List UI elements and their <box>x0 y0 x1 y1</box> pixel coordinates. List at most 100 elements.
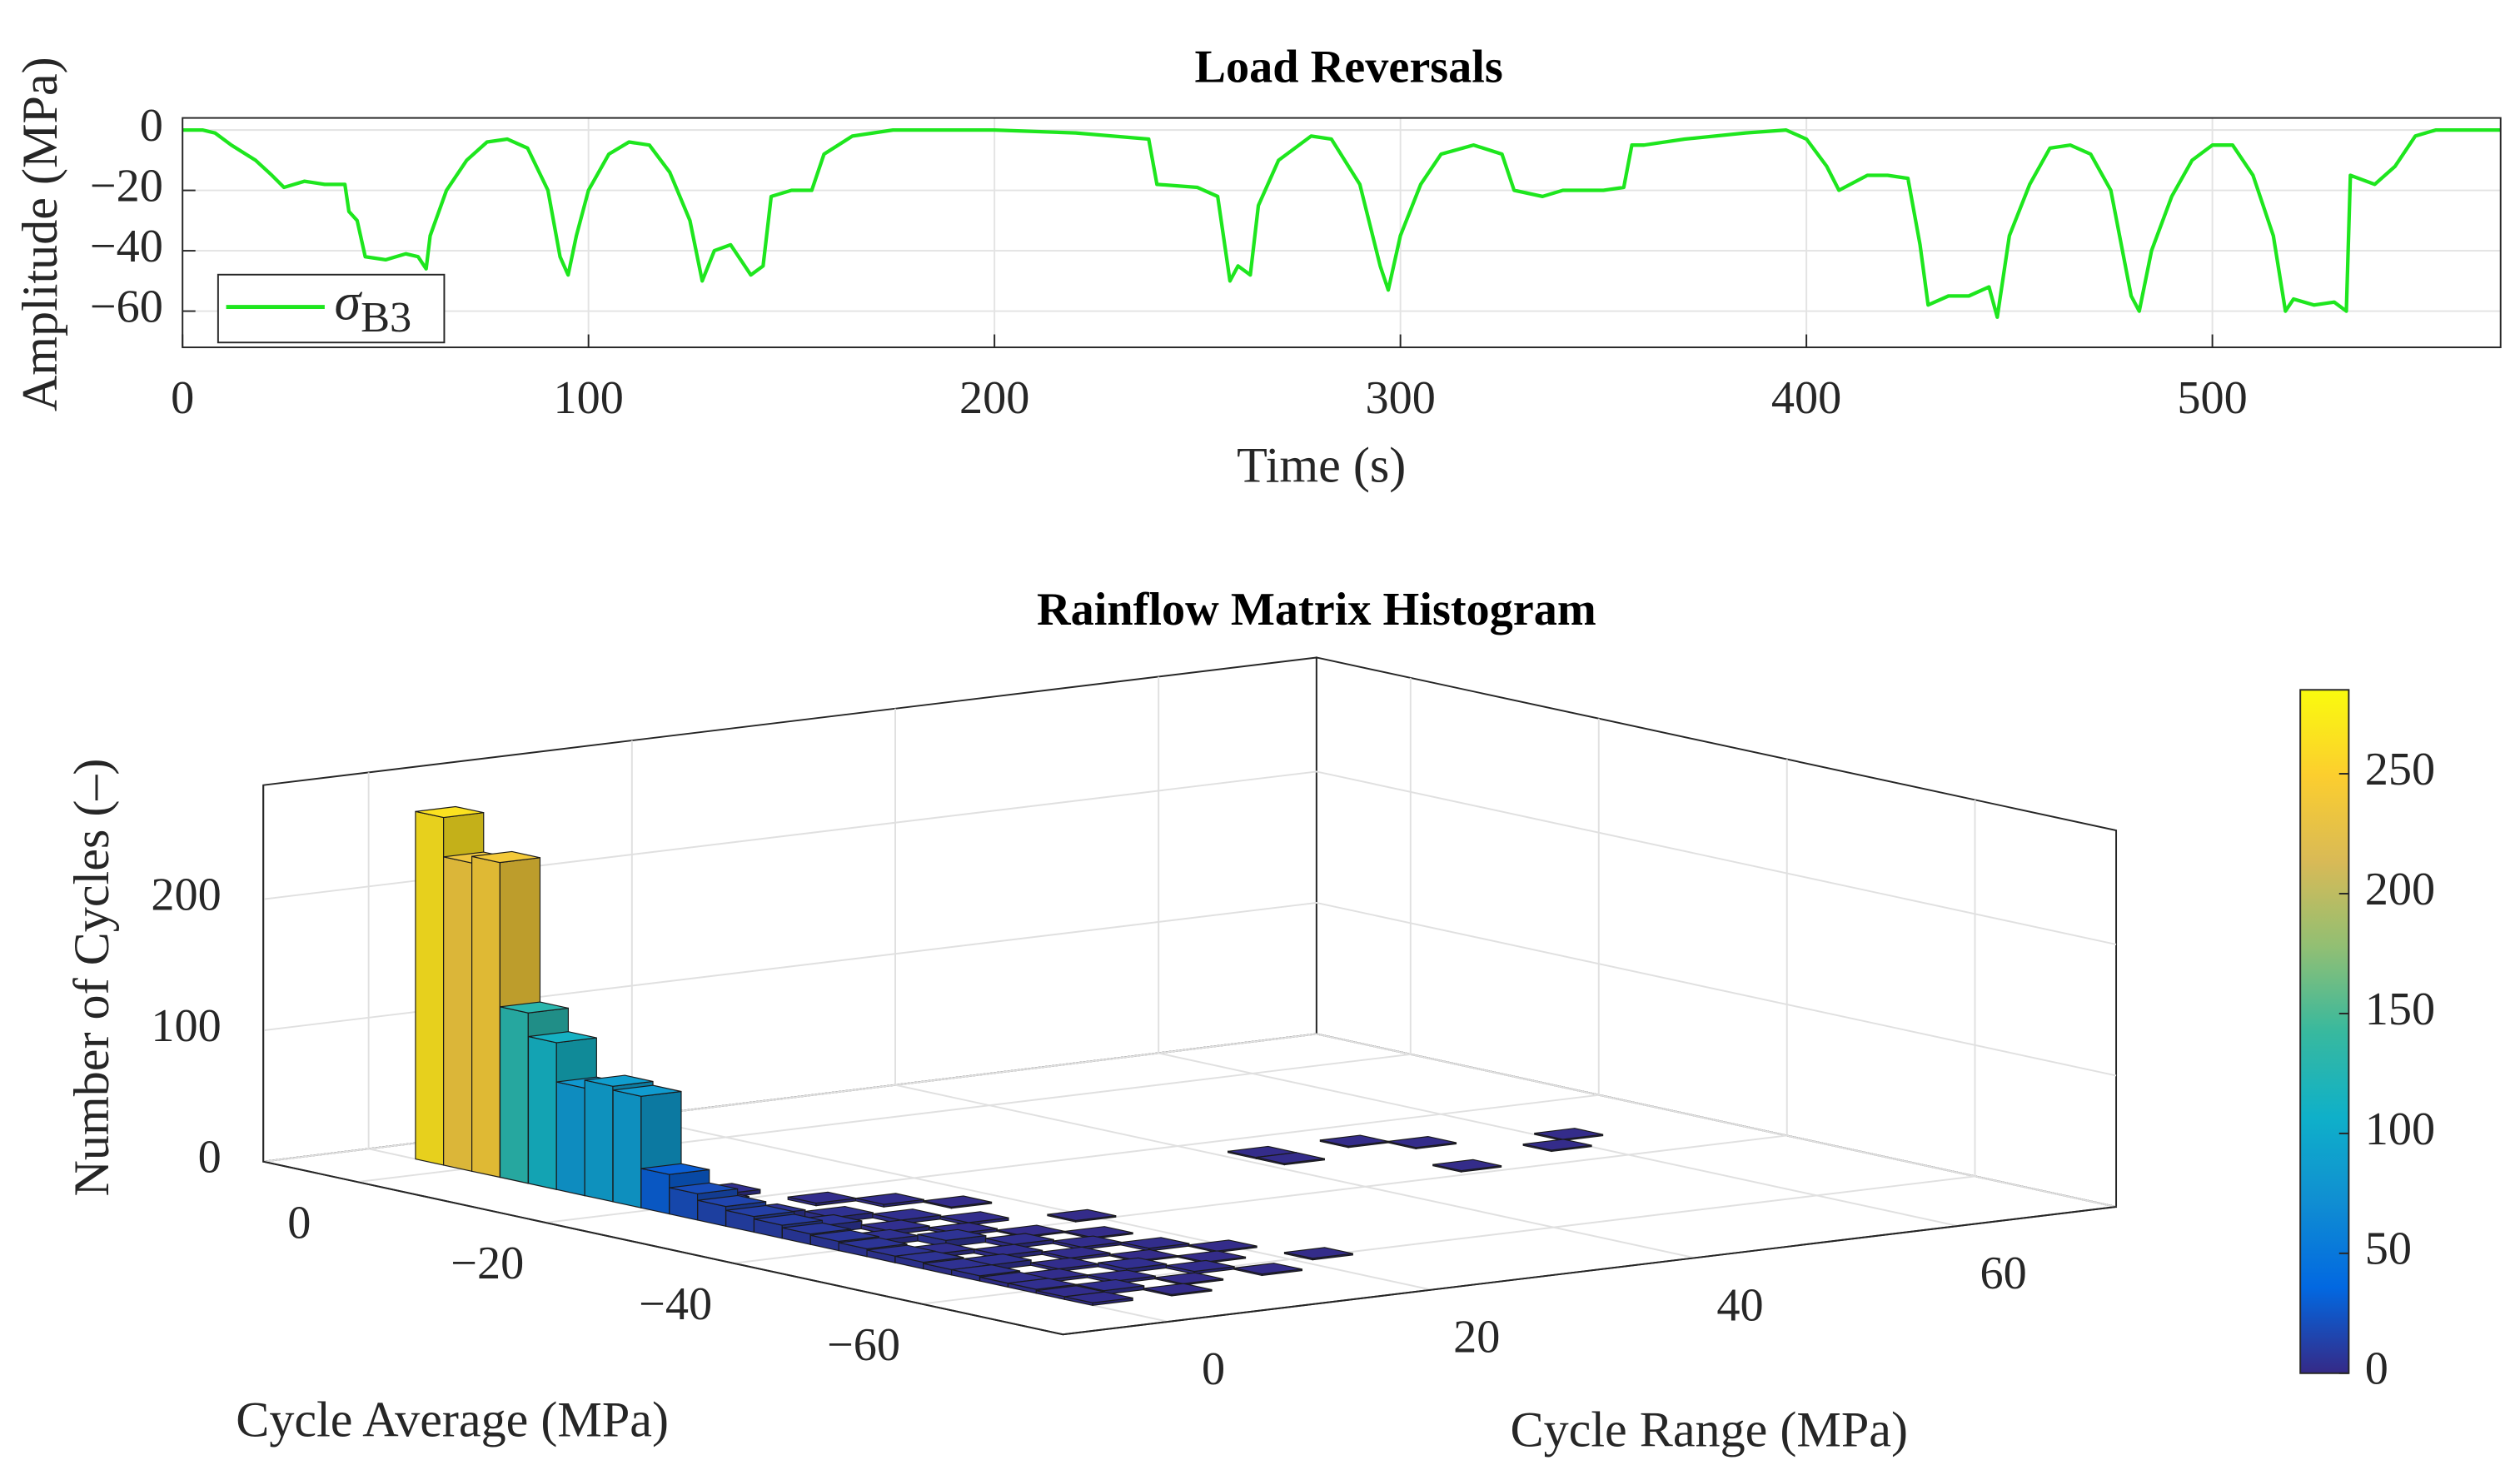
axes-frame <box>182 117 2502 349</box>
bar-face <box>1047 1208 1116 1222</box>
bar-face <box>855 1193 924 1205</box>
bar-face <box>1523 1139 1592 1151</box>
grid-line <box>263 770 2117 945</box>
y-tick-label: −20 <box>451 1238 524 1289</box>
bar <box>1165 1259 1235 1275</box>
x-tick-label: 40 <box>1716 1279 1763 1331</box>
bar <box>1063 1291 1133 1307</box>
bar <box>1522 1139 1592 1153</box>
bar-face <box>1064 1291 1133 1303</box>
bar-face <box>872 1208 941 1221</box>
colorbar-tick-label: 150 <box>2365 984 2435 1035</box>
bar <box>939 1211 1009 1226</box>
bar-face <box>415 810 445 1166</box>
colorbar-tick-label: 250 <box>2365 744 2435 795</box>
data-line <box>182 128 2501 319</box>
y-tick-label: −60 <box>827 1319 900 1371</box>
bar-face <box>585 1074 654 1087</box>
bar-face <box>1075 1278 1144 1292</box>
colorbar <box>2299 689 2350 1374</box>
bar <box>1283 1247 1353 1261</box>
x-tick-label: 100 <box>553 372 623 424</box>
bar-face <box>940 1211 1009 1223</box>
bar <box>854 1193 924 1208</box>
colorbar-tick-label: 100 <box>2365 1104 2435 1155</box>
bar-face <box>1042 1246 1111 1259</box>
x-tick-label: 500 <box>2177 372 2247 424</box>
bar <box>1029 1257 1099 1273</box>
x-tick-label: 60 <box>1980 1248 2027 1299</box>
bar <box>1233 1263 1303 1277</box>
z-tick-label: 200 <box>151 870 221 921</box>
x-tick-label: 20 <box>1453 1312 1500 1363</box>
bar-face <box>1256 1152 1325 1164</box>
y-tick-label: −40 <box>639 1278 712 1330</box>
bar-face <box>1188 1239 1258 1252</box>
bar-face <box>1064 1226 1133 1238</box>
bar <box>1047 1208 1117 1223</box>
x-tick-label: 0 <box>171 372 194 424</box>
bar-face <box>1284 1247 1353 1259</box>
y-tick-label: 0 <box>287 1197 311 1248</box>
bar-face <box>838 1237 908 1250</box>
bar-face <box>923 1195 992 1208</box>
bar <box>923 1195 993 1209</box>
bar-face <box>471 850 540 864</box>
bar-face <box>1233 1263 1302 1275</box>
y-axis-label: Amplitude (MPa) <box>12 57 68 411</box>
bar-face <box>499 1006 529 1184</box>
bar-face <box>951 1264 1020 1277</box>
z-tick-label: 100 <box>151 1000 221 1052</box>
bar-face <box>1143 1283 1213 1295</box>
grid-line <box>263 901 2117 1077</box>
z-tick-label: 0 <box>198 1132 222 1183</box>
bar <box>1432 1159 1502 1173</box>
bar-face <box>917 1228 986 1241</box>
bar-face <box>669 1182 738 1194</box>
bar-face <box>612 1089 642 1208</box>
bar-face <box>1534 1128 1603 1140</box>
bar-face <box>985 1233 1054 1245</box>
bar-face <box>782 1222 851 1235</box>
x-tick-label: 400 <box>1771 372 1841 424</box>
bar-face <box>894 1250 964 1263</box>
bar-face <box>810 1229 879 1243</box>
bar-face <box>527 1035 557 1190</box>
x-axis-label: Time (s) <box>1237 437 1406 493</box>
y-tick-label: −40 <box>90 221 163 272</box>
y-tick-label: −60 <box>90 281 163 332</box>
bar <box>1098 1257 1168 1273</box>
bar-face <box>528 1031 597 1044</box>
bar <box>1143 1283 1213 1297</box>
bar <box>1120 1237 1190 1252</box>
chart-title: Rainflow Matrix Histogram <box>1037 584 1596 635</box>
bar-face <box>974 1243 1043 1256</box>
bar-face <box>555 1081 585 1197</box>
bar-face <box>584 1079 614 1203</box>
x-tick-label: 300 <box>1365 372 1435 424</box>
y-tick-label: −20 <box>90 160 163 212</box>
bar-face <box>640 1168 670 1215</box>
bar-face <box>1154 1272 1223 1284</box>
legend-label: σB3 <box>335 272 412 341</box>
bar-face <box>754 1213 823 1226</box>
bar-face <box>1166 1259 1235 1273</box>
bar-face <box>1098 1257 1167 1270</box>
bar-face <box>415 805 484 819</box>
bar-face <box>861 1219 930 1232</box>
colorbar-tick-label: 200 <box>2365 864 2435 915</box>
bar-face <box>1432 1159 1502 1172</box>
bar-face <box>443 856 473 1173</box>
colorbar-tick-label: 0 <box>2365 1343 2388 1395</box>
x-axis-label: Cycle Range (MPa) <box>1510 1402 1908 1458</box>
bar <box>1387 1136 1457 1150</box>
bar-face <box>640 1163 710 1175</box>
bar-face <box>613 1084 682 1097</box>
bar-face <box>1387 1136 1457 1149</box>
x-tick-label: 0 <box>1202 1343 1225 1395</box>
colorbar-tick-label: 50 <box>2365 1223 2412 1275</box>
axis-line <box>262 785 2117 1336</box>
bar-face <box>697 1194 766 1208</box>
bar-face <box>1087 1269 1156 1282</box>
